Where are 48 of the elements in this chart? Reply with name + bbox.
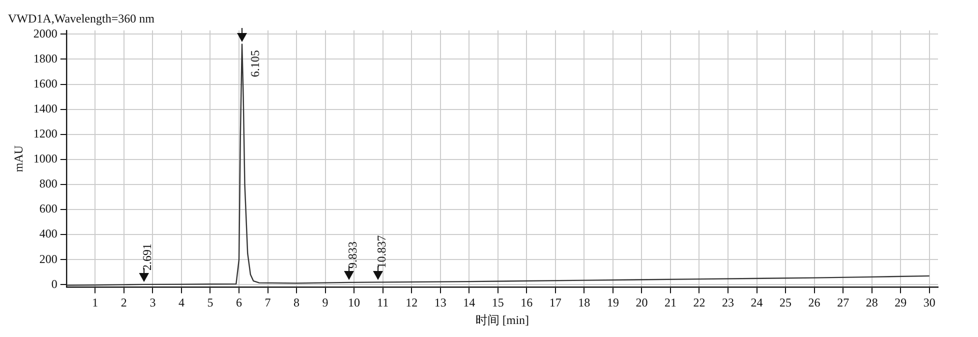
x-tick-label: 21 xyxy=(664,296,676,310)
x-tick-label: 10 xyxy=(348,296,360,310)
annotation: 10.837 xyxy=(374,235,388,268)
x-tick-label: 26 xyxy=(808,296,820,310)
x-axis-title: 时间 [min] xyxy=(475,312,530,327)
x-tick-label: 24 xyxy=(750,296,763,310)
x-tick-label: 12 xyxy=(406,296,418,310)
annotation: 9.833 xyxy=(345,241,360,268)
x-tick-label: 9 xyxy=(322,296,328,310)
y-tick-label: 800 xyxy=(39,176,58,191)
x-tick-label: 1 xyxy=(92,296,98,310)
annotation: 2.691 xyxy=(140,243,154,270)
x-tick-label: 22 xyxy=(693,296,706,310)
x-tick-label: 2 xyxy=(120,296,127,310)
x-tick-label: 19 xyxy=(606,296,619,310)
x-tick-label: 6 xyxy=(236,296,242,310)
y-tick-label: 1600 xyxy=(33,76,58,90)
x-tick-label: 18 xyxy=(578,296,590,310)
x-tick-label: 28 xyxy=(866,296,878,310)
y-axis-title: mAU xyxy=(11,145,26,172)
x-tick-label: 27 xyxy=(837,296,850,310)
y-tick-label: 2000 xyxy=(33,26,58,40)
x-tick-label: 11 xyxy=(377,296,389,310)
x-tick-label: 5 xyxy=(207,296,214,310)
x-tick-label: 17 xyxy=(549,296,562,310)
x-tick-label: 15 xyxy=(492,296,504,310)
x-tick-label: 3 xyxy=(150,296,156,310)
x-tick-label: 25 xyxy=(780,296,792,310)
x-tick-label: 20 xyxy=(636,296,648,310)
y-tick-label: 0 xyxy=(51,276,58,291)
y-tick-label: 1800 xyxy=(33,51,58,66)
y-tick-label: 1400 xyxy=(33,101,58,116)
x-tick-label: 29 xyxy=(894,296,907,310)
y-tick-label: 1000 xyxy=(33,152,58,166)
y-tick-label: 1200 xyxy=(33,126,58,141)
x-tick-label: 4 xyxy=(178,296,184,310)
x-tick-label: 16 xyxy=(520,296,533,310)
x-tick-label: 13 xyxy=(434,296,446,310)
y-tick-label: 400 xyxy=(39,226,58,241)
annotation: 6.105 xyxy=(248,50,262,78)
x-tick-label: 8 xyxy=(294,296,300,310)
y-tick-label: 200 xyxy=(39,252,58,266)
y-tick-label: 600 xyxy=(39,202,58,216)
x-tick-label: 23 xyxy=(722,296,734,310)
x-tick-label: 7 xyxy=(264,296,271,310)
x-tick-label: 30 xyxy=(923,296,936,310)
x-tick-label: 14 xyxy=(463,296,476,310)
chart-title: VWD1A,Wavelength=360 nm xyxy=(8,11,156,26)
